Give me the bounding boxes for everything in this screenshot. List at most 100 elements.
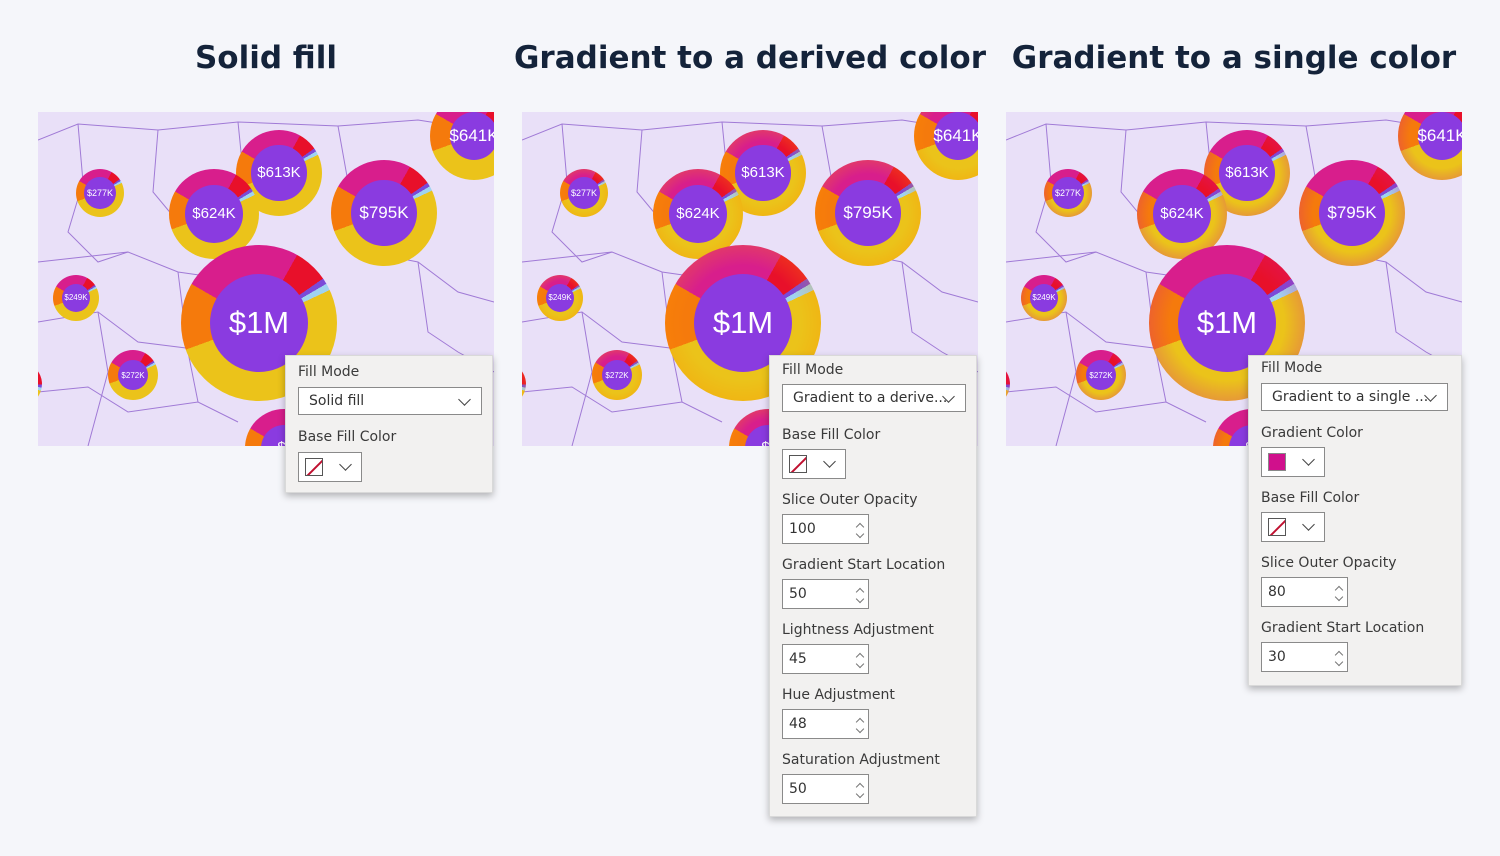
map-bubble[interactable]: $613K (1204, 130, 1290, 216)
map-bubble[interactable]: $1M (665, 245, 821, 401)
gradient-color-picker[interactable] (1261, 447, 1325, 477)
bubble-label: $795K (1319, 180, 1385, 246)
gradient-start-location-value: 50 (789, 586, 807, 602)
chevron-down-icon (339, 458, 352, 471)
map-bubble[interactable]: $795K (815, 160, 921, 266)
base-fill-color-label: Base Fill Color (298, 429, 397, 445)
fill-mode-value: Solid fill (309, 393, 365, 409)
map-bubble-partial[interactable] (1006, 362, 1010, 406)
map-bubble[interactable]: $624K (169, 169, 259, 259)
no-color-icon (1268, 518, 1286, 536)
map-bubble[interactable]: $249K (1021, 275, 1067, 321)
chevron-down-icon (1302, 453, 1315, 466)
bubble-label: $641K (449, 112, 494, 161)
map-visual[interactable]: $641K$613K$277K$624K$795K$249K$1M$272K$( (1006, 112, 1462, 446)
format-pane: Fill Mode Gradient to a single ... Gradi… (1248, 355, 1462, 686)
map-bubble[interactable]: $272K (592, 350, 642, 400)
section-title: Solid fill (194, 40, 338, 76)
bubble-label: $641K (1417, 112, 1462, 161)
spin-down-icon[interactable] (855, 594, 865, 604)
bubble-label: $624K (669, 185, 727, 243)
color-swatch (1268, 453, 1286, 471)
map-bubble[interactable]: $795K (331, 160, 437, 266)
map-bubble[interactable]: $272K (1076, 350, 1126, 400)
spin-down-icon[interactable] (1334, 657, 1344, 667)
bubble-label: $795K (835, 180, 901, 246)
state-border (522, 386, 723, 423)
slice-outer-opacity-value: 80 (1268, 584, 1286, 600)
spin-down-icon[interactable] (855, 659, 865, 669)
bubble-label: $272K (1086, 360, 1116, 390)
base-fill-color-label: Base Fill Color (1261, 490, 1360, 506)
format-pane: Fill Mode Gradient to a derive... Base F… (769, 355, 977, 817)
gradient-start-location-label: Gradient Start Location (1261, 620, 1425, 636)
bubble-label: $277K (568, 177, 600, 209)
state-border (1006, 386, 1207, 423)
spin-down-icon[interactable] (855, 789, 865, 799)
no-color-icon (789, 455, 807, 473)
state-border (87, 311, 109, 446)
hue-adjustment-input[interactable]: 48 (782, 709, 869, 739)
bubble-label: $277K (84, 177, 116, 209)
base-fill-color-picker[interactable] (298, 452, 362, 482)
fill-mode-dropdown[interactable]: Solid fill (298, 387, 482, 415)
state-border (1055, 311, 1077, 446)
spin-down-icon[interactable] (855, 724, 865, 734)
map-bubble-partial[interactable] (522, 362, 526, 406)
gradient-start-location-input[interactable]: 50 (782, 579, 869, 609)
spin-down-icon[interactable] (1334, 592, 1344, 602)
map-bubble[interactable]: $1M (181, 245, 337, 401)
bubble-label: $613K (251, 145, 307, 201)
map-bubble-partial[interactable] (38, 362, 42, 406)
bubble-label: $624K (185, 185, 243, 243)
state-border (38, 386, 239, 423)
map-bubble[interactable]: $249K (537, 275, 583, 321)
state-border (67, 123, 129, 263)
slice-outer-opacity-input[interactable]: 100 (782, 514, 869, 544)
fill-mode-label: Fill Mode (1261, 360, 1323, 376)
bubble-label: $613K (735, 145, 791, 201)
map-bubble[interactable]: $272K (108, 350, 158, 400)
hue-adjustment-value: 48 (789, 716, 807, 732)
base-fill-color-picker[interactable] (782, 449, 846, 479)
fill-mode-dropdown[interactable]: Gradient to a single ... (1261, 383, 1448, 411)
bubble-label: $249K (61, 283, 91, 313)
map-bubble[interactable]: $277K (1044, 169, 1092, 217)
map-bubble[interactable]: $277K (560, 169, 608, 217)
state-border (1035, 123, 1097, 263)
fill-mode-label: Fill Mode (782, 362, 844, 378)
fill-mode-label: Fill Mode (298, 364, 360, 380)
state-border (551, 123, 613, 263)
map-bubble[interactable]: $624K (1137, 169, 1227, 259)
map-bubble[interactable]: $277K (76, 169, 124, 217)
map-visual[interactable]: $641K$613K$277K$624K$795K$249K$1M$272K$( (38, 112, 494, 446)
saturation-adjustment-label: Saturation Adjustment (782, 752, 940, 768)
bubble-label: $272K (118, 360, 148, 390)
slice-outer-opacity-input[interactable]: 80 (1261, 577, 1348, 607)
map-bubble[interactable]: $795K (1299, 160, 1405, 266)
gradient-start-location-value: 30 (1268, 649, 1286, 665)
spin-down-icon[interactable] (855, 529, 865, 539)
base-fill-color-picker[interactable] (1261, 512, 1325, 542)
hue-adjustment-label: Hue Adjustment (782, 687, 895, 703)
format-pane: Fill Mode Solid fill Base Fill Color (285, 355, 493, 493)
gradient-start-location-label: Gradient Start Location (782, 557, 946, 573)
lightness-adjustment-label: Lightness Adjustment (782, 622, 934, 638)
bubble-label: $249K (545, 283, 575, 313)
gradient-start-location-input[interactable]: 30 (1261, 642, 1348, 672)
slice-outer-opacity-label: Slice Outer Opacity (782, 492, 918, 508)
no-color-icon (305, 458, 323, 476)
chevron-down-icon (823, 455, 836, 468)
fill-mode-dropdown[interactable]: Gradient to a derive... (782, 384, 966, 412)
bubble-label: $624K (1153, 185, 1211, 243)
bubble-label: $277K (1052, 177, 1084, 209)
saturation-adjustment-input[interactable]: 50 (782, 774, 869, 804)
slice-outer-opacity-label: Slice Outer Opacity (1261, 555, 1397, 571)
map-bubble[interactable]: $624K (653, 169, 743, 259)
gradient-color-label: Gradient Color (1261, 425, 1363, 441)
saturation-adjustment-value: 50 (789, 781, 807, 797)
map-bubble[interactable]: $249K (53, 275, 99, 321)
lightness-adjustment-input[interactable]: 45 (782, 644, 869, 674)
map-bubble[interactable]: $641K (914, 112, 978, 180)
bubble-label: $795K (351, 180, 417, 246)
